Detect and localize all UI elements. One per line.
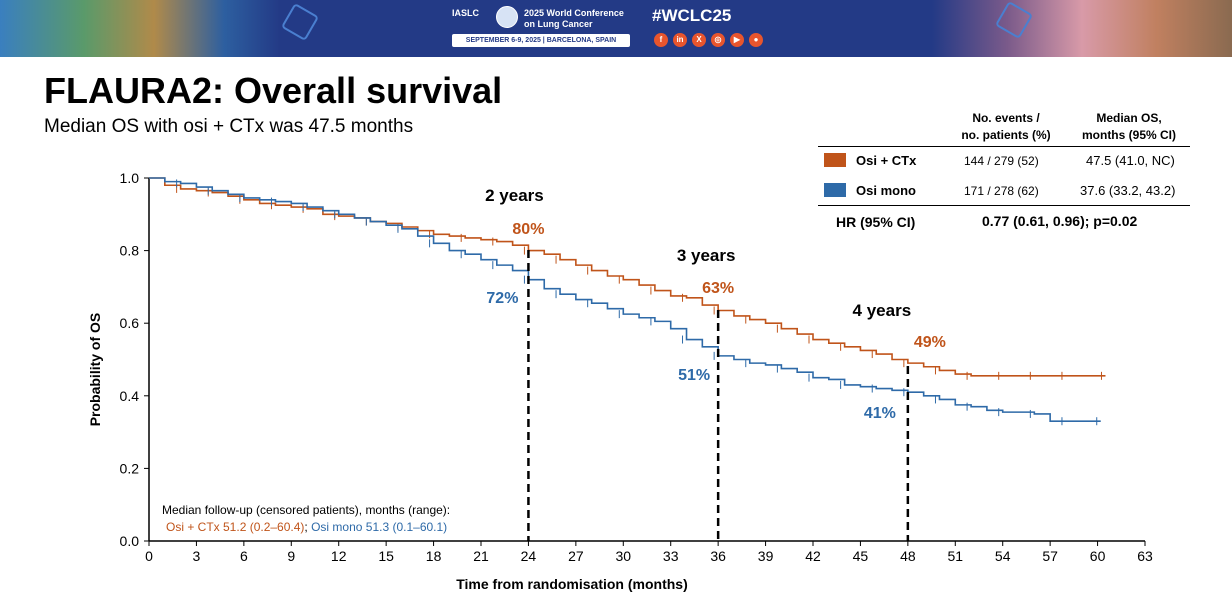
osi-mono-label: Osi mono <box>856 183 916 198</box>
events-header: No. events / no. patients (%) <box>946 110 1066 144</box>
barcelona-park-image <box>0 0 280 57</box>
timepoint-label: 3 years <box>677 246 736 265</box>
osi-mono-events: 171 / 278 (62) <box>964 184 1039 198</box>
x-axis-title: Time from randomisation (months) <box>456 576 688 592</box>
osi-ctx-label: Osi + CTx <box>856 153 917 168</box>
osi-ctx-rate-label: 63% <box>702 280 734 297</box>
barcelona-cathedral-image <box>932 0 1232 57</box>
x-tick-label: 63 <box>1137 548 1153 564</box>
x-tick-label: 33 <box>663 548 679 564</box>
series-line-osi-mono <box>149 177 1101 423</box>
osi-ctx-median: 47.5 (41.0, NC) <box>1086 153 1175 168</box>
timepoint-label: 2 years <box>485 186 544 205</box>
x-tick-label: 27 <box>568 548 584 564</box>
x-tick-label: 54 <box>995 548 1011 564</box>
youtube-icon[interactable]: ▶ <box>730 33 744 47</box>
instagram-icon[interactable]: ◎ <box>711 33 725 47</box>
x-tick-label: 39 <box>758 548 774 564</box>
conference-dates: SEPTEMBER 6-9, 2025 | BARCELONA, SPAIN <box>452 34 630 47</box>
x-tick-label: 51 <box>947 548 963 564</box>
y-axis-title: Probability of OS <box>87 313 103 427</box>
x-tick-label: 42 <box>805 548 821 564</box>
conference-logo: IASLC 2025 World Conference on Lung Canc… <box>452 6 632 50</box>
x-tick-label: 48 <box>900 548 916 564</box>
y-tick-label: 0.8 <box>120 243 140 259</box>
slide-subtitle: Median OS with osi + CTx was 47.5 months <box>44 116 414 137</box>
x-tick-label: 15 <box>378 548 394 564</box>
hr-label: HR (95% CI) <box>836 214 916 230</box>
x-tick-label: 3 <box>193 548 201 564</box>
median-header-line1: Median OS, <box>1096 111 1162 125</box>
osi-ctx-swatch <box>824 153 846 167</box>
osi-mono-rate-label: 41% <box>864 405 896 422</box>
x-tick-label: 18 <box>426 548 442 564</box>
x-icon[interactable]: X <box>692 33 706 47</box>
table-divider-bottom <box>818 205 1190 206</box>
x-tick-label: 45 <box>853 548 869 564</box>
events-header-line2: no. patients (%) <box>961 128 1051 142</box>
x-tick-label: 9 <box>287 548 295 564</box>
timepoint-label: 4 years <box>853 301 912 320</box>
osi-mono-median: 37.6 (33.2, 43.2) <box>1080 183 1176 198</box>
followup-values: Osi + CTx 51.2 (0.2–60.4); Osi mono 51.3… <box>166 520 447 534</box>
osi-ctx-events: 144 / 279 (52) <box>964 154 1039 168</box>
followup-separator: ; <box>304 520 308 534</box>
osi-mono-swatch <box>824 183 846 197</box>
conference-name-2: on Lung Cancer <box>524 19 593 29</box>
y-tick-label: 0.6 <box>120 315 140 331</box>
y-tick-label: 0.4 <box>120 388 140 404</box>
conference-org: IASLC <box>452 8 479 18</box>
x-tick-label: 36 <box>710 548 726 564</box>
y-tick-label: 1.0 <box>120 170 140 186</box>
wechat-icon[interactable]: ● <box>749 33 763 47</box>
osi-mono-rate-label: 72% <box>486 290 518 307</box>
y-tick-label: 0.0 <box>120 533 140 549</box>
slide-title: FLAURA2: Overall survival <box>44 70 503 111</box>
osi-mono-rate-label: 51% <box>678 367 710 384</box>
osi-ctx-rate-label: 80% <box>512 221 544 238</box>
x-tick-label: 12 <box>331 548 347 564</box>
facebook-icon[interactable]: f <box>654 33 668 47</box>
median-header: Median OS, months (95% CI) <box>1068 110 1190 144</box>
osi-ctx-rate-label: 49% <box>914 334 946 351</box>
x-tick-label: 21 <box>473 548 489 564</box>
x-tick-label: 6 <box>240 548 248 564</box>
conference-name-1: 2025 World Conference <box>524 8 624 18</box>
conference-banner: IASLC 2025 World Conference on Lung Canc… <box>0 0 1232 57</box>
followup-label: Median follow-up (censored patients), mo… <box>162 503 451 517</box>
x-tick-label: 60 <box>1090 548 1106 564</box>
series-line-osi-ctx <box>149 177 1106 377</box>
followup-osi-mono: Osi mono 51.3 (0.1–60.1) <box>311 520 448 534</box>
x-tick-label: 24 <box>521 548 537 564</box>
x-tick-label: 0 <box>145 548 153 564</box>
linkedin-icon[interactable]: in <box>673 33 687 47</box>
events-header-line1: No. events / <box>972 111 1040 125</box>
x-tick-label: 57 <box>1042 548 1058 564</box>
table-divider-top <box>818 146 1190 147</box>
hashtag: #WCLC25 <box>652 6 732 25</box>
y-tick-label: 0.2 <box>120 460 140 476</box>
median-header-line2: months (95% CI) <box>1081 128 1176 142</box>
followup-osi-ctx: Osi + CTx 51.2 (0.2–60.4) <box>166 520 305 534</box>
conference-seal-icon <box>496 6 518 28</box>
x-tick-label: 30 <box>615 548 631 564</box>
hr-value: 0.77 (0.61, 0.96); p=0.02 <box>982 213 1138 229</box>
